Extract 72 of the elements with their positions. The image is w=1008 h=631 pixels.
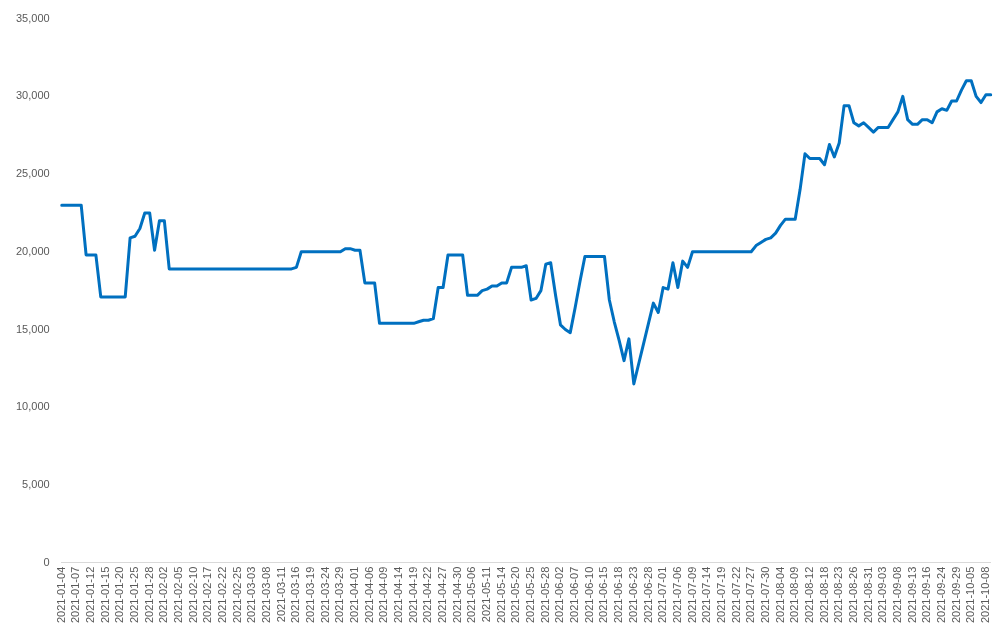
x-tick-label: 2021-07-27 xyxy=(744,566,757,624)
x-tick-label: 2021-03-24 xyxy=(318,566,331,624)
x-tick-label: 2021-02-05 xyxy=(172,566,185,624)
y-tick-label: 0 xyxy=(43,555,50,568)
x-tick-label: 2021-07-22 xyxy=(729,566,742,624)
x-tick-label: 2021-10-08 xyxy=(978,566,991,624)
y-tick-label: 5,000 xyxy=(22,478,50,491)
x-tick-label: 2021-05-14 xyxy=(494,566,507,624)
x-tick-label: 2021-09-24 xyxy=(934,566,947,624)
x-tick-label: 2021-04-14 xyxy=(392,566,405,624)
x-tick-label: 2021-09-03 xyxy=(876,566,889,624)
x-tick-label: 2021-09-08 xyxy=(890,566,903,624)
x-tick-label: 2021-03-11 xyxy=(274,566,287,623)
x-tick-label: 2021-05-06 xyxy=(465,566,478,624)
x-tick-label: 2021-04-01 xyxy=(348,566,361,624)
x-tick-label: 2021-07-30 xyxy=(758,566,771,624)
x-tick-label: 2021-08-04 xyxy=(773,566,786,624)
x-tick-label: 2021-01-28 xyxy=(142,566,155,624)
x-tick-label: 2021-05-11 xyxy=(480,566,493,623)
y-tick-label: 30,000 xyxy=(15,89,50,102)
x-tick-label: 2021-03-03 xyxy=(245,566,258,624)
x-tick-label: 2021-01-07 xyxy=(69,566,82,624)
x-tick-label: 2021-09-16 xyxy=(920,566,933,624)
x-tick-label: 2021-06-28 xyxy=(641,566,654,624)
x-tick-label: 2021-03-19 xyxy=(304,566,317,624)
x-tick-label: 2021-06-07 xyxy=(568,566,581,624)
x-tick-label: 2021-07-14 xyxy=(700,566,713,624)
x-tick-label: 2021-08-09 xyxy=(788,566,801,624)
x-tick-label: 2021-08-26 xyxy=(846,566,859,624)
x-tick-label: 2021-02-17 xyxy=(201,566,214,624)
x-tick-label: 2021-07-19 xyxy=(714,566,727,624)
y-tick-label: 20,000 xyxy=(15,244,50,257)
x-tick-label: 2021-07-06 xyxy=(670,566,683,624)
x-tick-label: 2021-01-04 xyxy=(54,566,67,624)
x-tick-label: 2021-06-10 xyxy=(582,566,595,624)
x-tick-label: 2021-02-02 xyxy=(157,566,170,624)
x-tick-label: 2021-07-01 xyxy=(656,566,669,624)
y-tick-label: 15,000 xyxy=(15,322,50,335)
x-tick-label: 2021-04-06 xyxy=(362,566,375,624)
x-tick-label: 2021-06-15 xyxy=(597,566,610,624)
x-tick-label: 2021-01-15 xyxy=(98,566,111,624)
x-tick-label: 2021-04-27 xyxy=(436,566,449,624)
x-tick-label: 2021-09-29 xyxy=(949,566,962,624)
x-tick-label: 2021-07-09 xyxy=(685,566,698,624)
x-tick-label: 2021-08-18 xyxy=(817,566,830,624)
x-tick-label: 2021-10-05 xyxy=(964,566,977,624)
x-tick-label: 2021-01-20 xyxy=(113,566,126,624)
x-tick-label: 2021-05-20 xyxy=(509,566,522,624)
x-tick-label: 2021-04-19 xyxy=(406,566,419,624)
x-tick-label: 2021-03-08 xyxy=(260,566,273,624)
x-tick-label: 2021-04-09 xyxy=(377,566,390,624)
x-tick-label: 2021-06-02 xyxy=(553,566,566,624)
y-tick-label: 10,000 xyxy=(15,400,50,413)
x-tick-label: 2021-08-12 xyxy=(802,566,815,624)
x-tick-label: 2021-06-18 xyxy=(612,566,625,624)
x-tick-label: 2021-06-23 xyxy=(626,566,639,624)
x-tick-label: 2021-02-10 xyxy=(186,566,199,624)
y-tick-label: 35,000 xyxy=(15,11,50,24)
x-tick-label: 2021-04-30 xyxy=(450,566,463,624)
y-tick-label: 25,000 xyxy=(15,167,50,180)
x-tick-label: 2021-08-23 xyxy=(832,566,845,624)
x-tick-label: 2021-03-29 xyxy=(333,566,346,624)
x-tick-label: 2021-01-25 xyxy=(128,566,141,624)
x-tick-label: 2021-05-28 xyxy=(538,566,551,624)
x-tick-label: 2021-05-25 xyxy=(524,566,537,624)
x-tick-label: 2021-04-22 xyxy=(421,566,434,624)
x-tick-label: 2021-08-31 xyxy=(861,566,874,624)
x-tick-label: 2021-02-25 xyxy=(230,566,243,624)
x-tick-label: 2021-09-13 xyxy=(905,566,918,624)
x-tick-label: 2021-01-12 xyxy=(84,566,97,624)
x-tick-label: 2021-03-16 xyxy=(289,566,302,624)
x-tick-label: 2021-02-22 xyxy=(216,566,229,624)
